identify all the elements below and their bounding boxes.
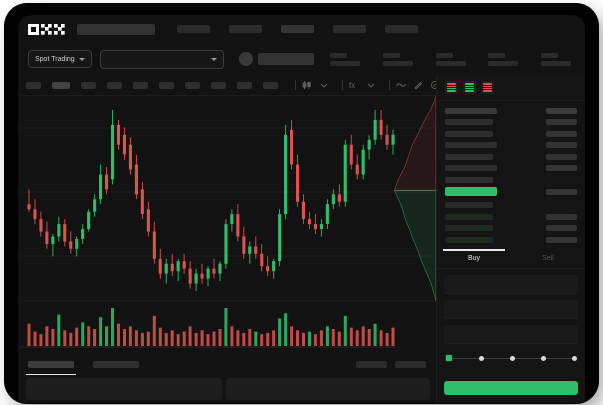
order-amount-field[interactable] <box>444 300 578 319</box>
chart-toolbar: fx <box>18 75 585 96</box>
buy-submit-button[interactable] <box>444 381 578 395</box>
orderbook-ask-row[interactable] <box>445 129 577 138</box>
okx-logo-icon[interactable] <box>28 23 65 35</box>
header-nav <box>177 25 418 33</box>
orders-tab-0[interactable] <box>26 361 76 375</box>
orders-card-left[interactable] <box>26 378 222 400</box>
slider-step-1[interactable] <box>479 355 484 361</box>
line-wave-icon[interactable] <box>396 80 406 90</box>
slider-step-0[interactable] <box>445 354 453 362</box>
timeframe-button-9[interactable] <box>263 81 278 89</box>
timeframe-button-5[interactable] <box>159 81 174 89</box>
orderbook-ask-row[interactable] <box>445 152 577 161</box>
orders-action-0[interactable] <box>356 361 387 368</box>
nav-item-1[interactable] <box>229 25 262 33</box>
tab-sell[interactable]: Sell <box>542 255 554 262</box>
timeframe-button-1[interactable] <box>52 81 70 89</box>
timeframe-button-6[interactable] <box>185 81 200 89</box>
orderbook-mode-bids-only-icon[interactable] <box>463 81 476 94</box>
depth-chart-overlay <box>393 96 436 301</box>
app-header <box>18 15 585 43</box>
timeframe-button-2[interactable] <box>81 81 96 89</box>
chevron-down-icon <box>211 57 217 61</box>
toolbar-divider <box>295 80 296 90</box>
price-chart[interactable] <box>18 96 436 355</box>
last-price-display <box>258 53 314 65</box>
timeframe-button-4[interactable] <box>133 81 148 89</box>
chevron-down-icon <box>78 57 85 61</box>
nav-item-4[interactable] <box>385 25 418 33</box>
orderbook-bid-row[interactable] <box>445 224 577 233</box>
pair-coin-avatar <box>239 52 253 66</box>
orderbook-bid-row[interactable] <box>445 235 577 244</box>
device-frame: Spot Trading <box>5 4 598 403</box>
nav-item-2[interactable] <box>281 25 314 33</box>
order-total-field[interactable] <box>444 325 578 344</box>
chevron-down-icon[interactable] <box>319 80 329 90</box>
orderbook-trade-column: Buy Sell <box>436 75 585 403</box>
orderbook-bid-row[interactable] <box>445 212 577 221</box>
slider-step-4[interactable] <box>572 355 577 361</box>
nav-item-3[interactable] <box>333 25 366 33</box>
market-stat-1 <box>382 52 413 66</box>
toolbar-divider <box>389 80 390 90</box>
volume-series <box>18 308 396 348</box>
indicators-icon[interactable]: fx <box>349 80 359 90</box>
chevron-down-icon[interactable] <box>366 80 376 90</box>
orders-tabs <box>18 355 436 375</box>
market-stats <box>330 52 575 66</box>
market-stat-3 <box>488 52 519 66</box>
orderbook-ask-row[interactable] <box>445 175 577 184</box>
search-input[interactable] <box>77 23 155 35</box>
nav-item-0[interactable] <box>177 25 210 33</box>
orders-content <box>18 368 436 400</box>
orderbook-last-price <box>445 187 577 197</box>
orderbook-mode-asks-only-icon[interactable] <box>481 81 494 94</box>
orderbook-ask-row[interactable] <box>445 141 577 150</box>
order-price-field[interactable] <box>444 275 578 294</box>
market-stat-2 <box>435 52 466 66</box>
tab-buy[interactable]: Buy <box>437 249 511 268</box>
orders-card-right[interactable] <box>226 378 430 400</box>
orders-action-1[interactable] <box>395 361 426 368</box>
market-stat-4 <box>541 52 571 66</box>
candles-icon[interactable] <box>302 80 312 90</box>
slider-step-3[interactable] <box>541 355 546 361</box>
timeframe-button-7[interactable] <box>211 81 226 89</box>
orders-actions <box>356 361 426 368</box>
spot-trading-label: Spot Trading <box>35 55 75 63</box>
orderbook-header <box>445 106 577 115</box>
orderbook-bid-row[interactable] <box>445 201 577 210</box>
orders-tab-1[interactable] <box>93 361 139 368</box>
order-amount-slider[interactable] <box>445 353 577 363</box>
orderbook-display-modes <box>437 75 585 101</box>
app-screen: Spot Trading <box>18 15 585 403</box>
timeframe-button-8[interactable] <box>237 81 252 89</box>
svg-text:fx: fx <box>349 81 355 90</box>
timeframe-button-3[interactable] <box>107 81 122 89</box>
trade-form-tabs: Buy Sell <box>437 249 585 269</box>
market-control-bar: Spot Trading <box>18 43 585 75</box>
market-stat-0 <box>330 52 360 66</box>
orderbook-rows[interactable] <box>437 101 585 244</box>
slider-step-2[interactable] <box>510 355 515 361</box>
orderbook-ask-row[interactable] <box>445 118 577 127</box>
toolbar-divider <box>342 80 343 90</box>
trading-pair-select[interactable] <box>100 49 224 69</box>
orderbook-ask-row[interactable] <box>445 164 577 173</box>
pencil-icon[interactable] <box>413 80 423 90</box>
timeframe-button-0[interactable] <box>26 81 41 89</box>
candlestick-series <box>27 110 395 291</box>
orderbook-mode-both-icon[interactable] <box>445 81 458 94</box>
spot-trading-select[interactable]: Spot Trading <box>28 50 92 68</box>
orders-panel <box>18 355 436 403</box>
